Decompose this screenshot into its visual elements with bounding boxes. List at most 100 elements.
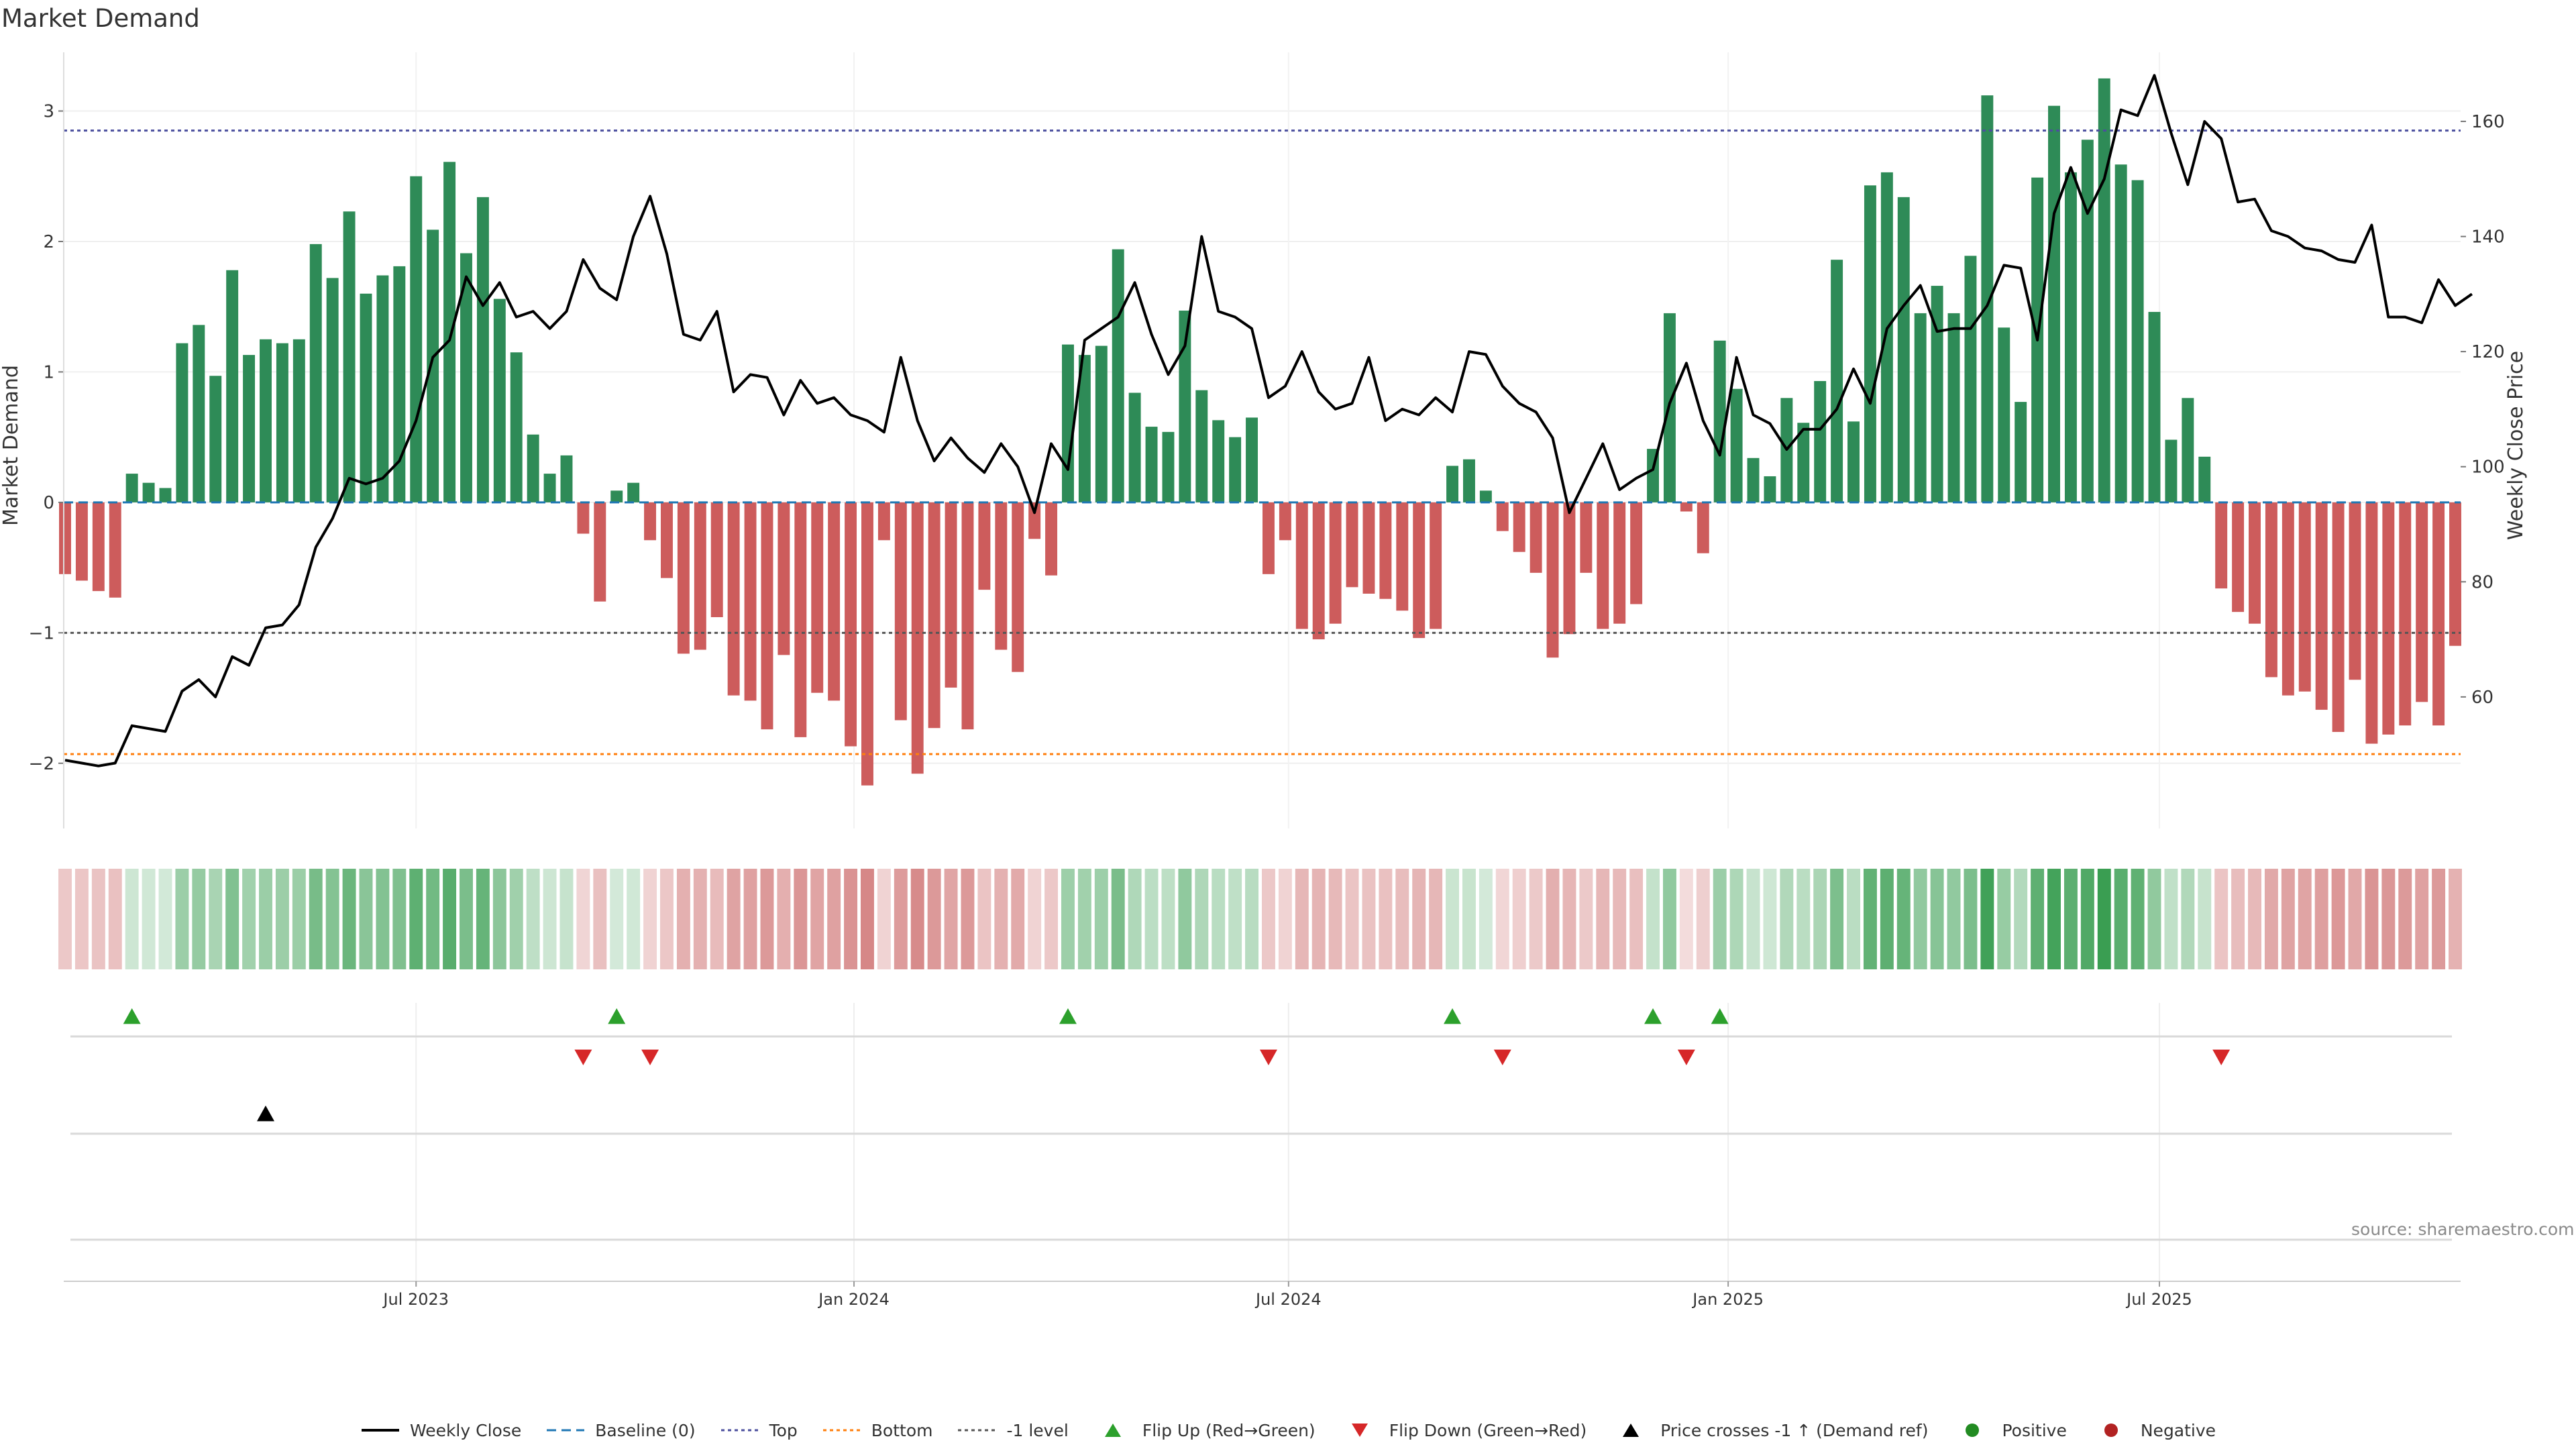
strip-cell-positive	[1662, 869, 1676, 969]
strip-cell-positive	[1128, 869, 1142, 969]
positive-bar	[2064, 172, 2077, 502]
legend-label: Top	[769, 1420, 798, 1440]
negative-bar	[861, 502, 873, 786]
strip-cell-positive	[1746, 869, 1760, 969]
positive-bar	[2015, 402, 2027, 502]
strip-cell-negative	[760, 869, 774, 969]
strip-cell-negative	[58, 869, 72, 969]
legend-item: Bottom	[822, 1420, 932, 1440]
strip-cell-negative	[1261, 869, 1275, 969]
legend-item: Weekly Close	[360, 1420, 521, 1440]
strip-cell-positive	[2198, 869, 2212, 969]
strip-cell-positive	[175, 869, 189, 969]
negative-bar	[710, 502, 723, 617]
strip-cell-positive	[476, 869, 490, 969]
negative-bar	[727, 502, 740, 696]
strip-cell-negative	[1328, 869, 1342, 969]
negative-bar	[2432, 502, 2445, 726]
strip-cell-positive	[1830, 869, 1844, 969]
positive-bar	[1947, 313, 1960, 502]
strip-cell-positive	[1713, 869, 1727, 969]
positive-bar	[1831, 260, 1843, 502]
positive-bar	[2148, 311, 2161, 502]
y-tick-label: 1	[43, 362, 54, 382]
positive-bar	[1914, 313, 1927, 502]
triangle-up-icon	[1104, 1424, 1121, 1437]
strip-cell-negative	[2415, 869, 2429, 969]
legend-label: Flip Up (Red→Green)	[1142, 1420, 1316, 1440]
negative-bar	[911, 502, 924, 774]
axes: −2 −1 0 1 2 3 60 80 100 120 140 160	[29, 52, 2505, 828]
strip-cell-negative	[1395, 869, 1409, 969]
strip-cell-negative	[777, 869, 791, 969]
strip-cell-positive	[1245, 869, 1259, 969]
strip-cell-negative	[1412, 869, 1426, 969]
strip-cell-negative	[643, 869, 657, 969]
triangle-up-icon	[1623, 1424, 1640, 1437]
legend-item: -1 level	[957, 1420, 1069, 1440]
negative-bar	[2215, 502, 2228, 589]
strip-cell-negative	[1579, 869, 1593, 969]
strip-cell-negative	[977, 869, 991, 969]
positive-bar	[560, 455, 573, 502]
strip-cell-negative	[944, 869, 958, 969]
positive-bar	[476, 197, 489, 502]
strip-cell-negative	[743, 869, 757, 969]
positive-bar	[1964, 256, 1977, 502]
negative-bar	[59, 502, 71, 574]
positive-bar	[427, 229, 439, 502]
strip-cell-negative	[877, 869, 891, 969]
strip-cell-positive	[2181, 869, 2195, 969]
positive-bar	[176, 343, 189, 502]
negative-bar	[1379, 502, 1392, 599]
strip-cell-negative	[927, 869, 941, 969]
positive-bar	[1246, 417, 1258, 502]
positive-bar	[2098, 78, 2110, 502]
negative-bar	[845, 502, 857, 747]
strip-cell-negative	[861, 869, 874, 969]
strip-cell-positive	[242, 869, 256, 969]
strip-cell-positive	[1930, 869, 1944, 969]
negative-bar	[1430, 502, 1442, 629]
negative-bar	[2365, 502, 2378, 744]
positive-bar	[243, 355, 256, 502]
y-tick-label: 3	[43, 102, 54, 122]
legend-label: Baseline (0)	[595, 1420, 696, 1440]
negative-bar	[661, 502, 673, 578]
strip-cell-negative	[2281, 869, 2295, 969]
strip-cell-positive	[409, 869, 423, 969]
positive-bar	[2131, 180, 2144, 502]
strip-cell-positive	[1847, 869, 1860, 969]
strip-cell-negative	[1596, 869, 1610, 969]
positive-bar	[142, 482, 155, 502]
strip-cell-negative	[2264, 869, 2278, 969]
y2-tick-label: 160	[2471, 112, 2505, 132]
circle-icon	[1966, 1424, 1980, 1437]
negative-bar	[978, 502, 991, 590]
positive-bar	[1162, 431, 1175, 502]
positive-bar	[2114, 164, 2127, 502]
dotted-line-icon	[822, 1429, 861, 1432]
negative-bar	[945, 502, 957, 688]
flip-down-marker	[1493, 1049, 1511, 1065]
positive-bar	[1981, 95, 1994, 502]
strip-cell-negative	[1429, 869, 1443, 969]
strip-cell-negative	[108, 869, 122, 969]
strip-cell-negative	[710, 869, 724, 969]
y2-tick-label: 80	[2471, 572, 2493, 592]
legend-label: Negative	[2140, 1420, 2216, 1440]
positive-bar	[1814, 381, 1827, 502]
strip-cell-positive	[509, 869, 523, 969]
positive-bar	[343, 211, 356, 502]
strip-cell-positive	[192, 869, 206, 969]
strip-cell-negative	[2398, 869, 2412, 969]
strip-cell-negative	[2314, 869, 2328, 969]
negative-bar	[1279, 502, 1291, 541]
y2-tick-label: 60	[2471, 688, 2493, 708]
negative-bar	[644, 502, 657, 541]
strip-cell-positive	[2031, 869, 2045, 969]
circle-icon	[2104, 1424, 2118, 1437]
legend-item: Flip Down (Green→Red)	[1340, 1420, 1587, 1440]
strip-cell-positive	[1896, 869, 1911, 969]
legend-label: Positive	[2002, 1420, 2067, 1440]
